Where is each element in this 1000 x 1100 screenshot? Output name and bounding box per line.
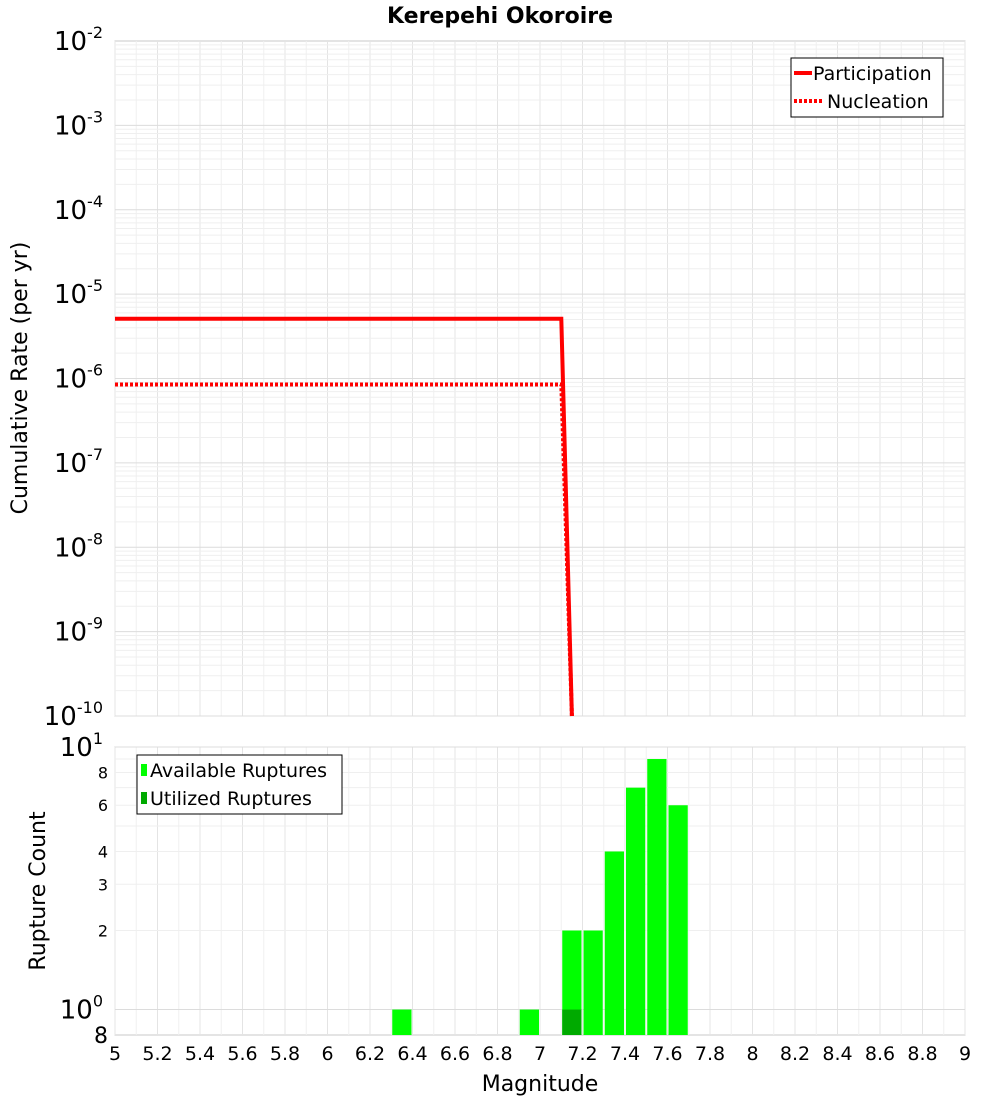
- rupture-y-minor-tick-label: 4: [98, 842, 108, 861]
- x-tick-label: 9: [959, 1043, 971, 1065]
- x-tick-label: 5.2: [142, 1043, 172, 1065]
- rate-y-tick-label: 10-8: [54, 529, 103, 563]
- rate-plot-y-ticks: 10-2 10-3 10-4 10-5 10-6 10-7 10-8 10-9 10-10: [44, 23, 103, 732]
- x-tick-label: 8: [746, 1043, 758, 1065]
- available-bar: [604, 851, 624, 1035]
- x-tick-label: 7.8: [695, 1043, 725, 1065]
- available-legend-swatch: [141, 764, 147, 776]
- participation-legend-label: Participation: [813, 63, 932, 85]
- x-tick-label: 6.6: [440, 1043, 470, 1065]
- x-tick-label: 8.2: [780, 1043, 810, 1065]
- rupture-y-minor-tick-label: 8: [98, 763, 108, 782]
- x-tick-label: 5.6: [227, 1043, 257, 1065]
- rupture-plot-y-axis-label: Rupture Count: [26, 811, 51, 971]
- rate-y-tick-label: 10-6: [54, 361, 103, 395]
- rupture-y-minor-tick-label: 3: [98, 875, 108, 894]
- rate-y-tick-label: 10-9: [54, 614, 103, 648]
- rupture-y-tick-label: 101: [60, 729, 103, 763]
- x-tick-label: 6.4: [397, 1043, 427, 1065]
- chart-title: Kerepehi Okoroire: [387, 4, 613, 29]
- x-tick-label: 6.2: [355, 1043, 385, 1065]
- x-tick-label: 8.6: [865, 1043, 895, 1065]
- x-tick-label: 5.8: [270, 1043, 300, 1065]
- utilized-bar: [562, 1009, 582, 1035]
- x-axis-label: Magnitude: [482, 1072, 599, 1097]
- rate-plot-y-axis-label: Cumulative Rate (per yr): [8, 242, 33, 515]
- available-bar: [647, 759, 667, 1035]
- rupture-y-minor-tick-label: 8: [94, 1024, 108, 1049]
- x-tick-label: 7.2: [567, 1043, 597, 1065]
- x-tick-label: 6: [321, 1043, 333, 1065]
- x-tick-label: 8.8: [907, 1043, 937, 1065]
- utilized-legend-label: Utilized Ruptures: [150, 788, 312, 810]
- available-legend-label: Available Ruptures: [150, 760, 327, 782]
- rate-plot-grid: [114, 41, 966, 717]
- rate-y-tick-label: 10-3: [54, 107, 103, 141]
- rupture-y-tick-label: 100: [60, 992, 103, 1026]
- nucleation-series: [115, 382, 574, 717]
- rate-y-tick-label: 10-10: [44, 698, 103, 732]
- rate-y-tick-label: 10-7: [54, 445, 103, 479]
- available-bar: [562, 930, 582, 1035]
- utilized-legend-swatch: [141, 792, 147, 804]
- rate-y-tick-label: 10-2: [54, 23, 103, 57]
- available-bar: [519, 1009, 539, 1035]
- rupture-legend-box: [136, 754, 343, 815]
- x-tick-label: 7.6: [652, 1043, 682, 1065]
- available-bar: [668, 805, 688, 1035]
- rupture-plot-x-ticks: 5 5.2 5.4 5.6 5.8 6 6.2 6.4 6.6 6.8 7 7.2 7.4 7.6 7.8 8…: [109, 1043, 971, 1065]
- x-tick-label: 5.4: [185, 1043, 215, 1065]
- rupture-y-minor-tick-label: 2: [98, 922, 108, 941]
- available-bar: [392, 1009, 412, 1035]
- rate-plot-series: [115, 316, 574, 717]
- rate-legend-box: [790, 57, 944, 118]
- x-tick-label: 5: [109, 1043, 121, 1065]
- rate-y-tick-label: 10-5: [54, 276, 103, 310]
- x-tick-label: 7: [534, 1043, 546, 1065]
- available-bar: [583, 930, 603, 1035]
- nucleation-legend-label: Nucleation: [827, 91, 929, 113]
- rupture-plot-bars: [392, 759, 688, 1035]
- rate-plot-legend: Participation Nucleation: [790, 57, 944, 118]
- x-tick-label: 6.8: [482, 1043, 512, 1065]
- rupture-plot-legend: Available Ruptures Utilized Ruptures: [136, 754, 343, 815]
- rate-y-tick-label: 10-4: [54, 192, 103, 226]
- x-tick-label: 8.4: [822, 1043, 852, 1065]
- rate-plot: 10-2 10-3 10-4 10-5 10-6 10-7 10-8 10-9 10-10 Cu…: [8, 23, 966, 732]
- available-bar: [626, 787, 646, 1035]
- rupture-y-minor-tick-label: 6: [98, 796, 108, 815]
- x-tick-label: 7.4: [610, 1043, 640, 1065]
